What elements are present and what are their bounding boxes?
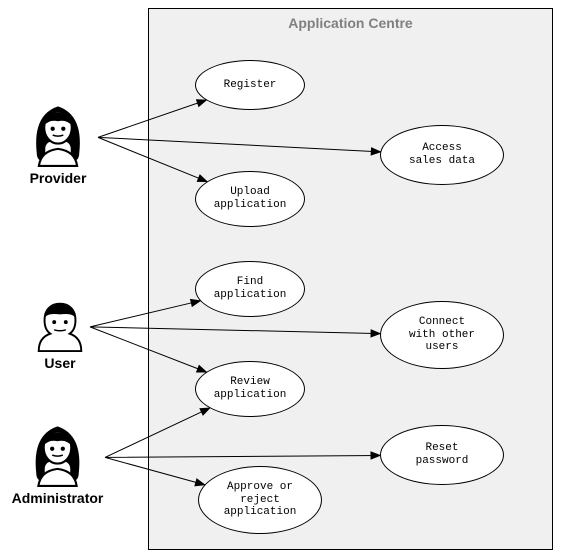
usecase-label-approve_reject: Approve or reject application (218, 481, 303, 519)
usecase-label-access_sales: Access sales data (403, 142, 481, 167)
usecase-connect_users: Connect with other users (380, 301, 504, 369)
usecase-label-reset_pw: Reset password (410, 442, 475, 467)
system-title: Application Centre (149, 15, 552, 31)
diagram-stage: Application Centre Provider User Adminis… (0, 0, 561, 560)
usecase-register: Register (195, 60, 305, 110)
actor-label-user: User (30, 355, 90, 371)
actor-label-admin: Administrator (10, 490, 105, 506)
usecase-upload_app: Upload application (195, 171, 305, 227)
usecase-label-register: Register (218, 79, 283, 92)
usecase-label-find_app: Find application (208, 276, 293, 301)
usecase-review_app: Review application (195, 361, 305, 417)
usecase-label-review_app: Review application (208, 376, 293, 401)
usecase-approve_reject: Approve or reject application (198, 466, 322, 534)
usecase-access_sales: Access sales data (380, 125, 504, 185)
usecase-reset_pw: Reset password (380, 425, 504, 485)
actor-admin: Administrator (10, 420, 105, 506)
usecase-label-upload_app: Upload application (208, 186, 293, 211)
actor-user: User (30, 295, 90, 371)
actor-label-provider: Provider (18, 170, 98, 186)
usecase-find_app: Find application (195, 261, 305, 317)
actor-provider: Provider (18, 100, 98, 186)
usecase-label-connect_users: Connect with other users (403, 316, 481, 354)
